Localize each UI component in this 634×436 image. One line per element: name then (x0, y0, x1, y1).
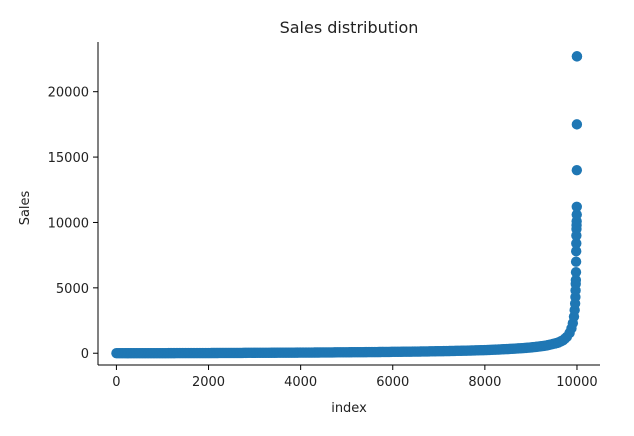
y-tick-label: 5000 (56, 282, 89, 297)
x-tick-label: 0 (112, 375, 120, 390)
data-point (571, 209, 582, 220)
x-tick-label: 2000 (192, 375, 225, 390)
data-point (571, 119, 583, 130)
data-point (571, 164, 583, 176)
data-point (570, 274, 582, 286)
x-tick-label: 10000 (556, 375, 597, 390)
x-ticks: 0 2000 4000 6000 8000 10000 (112, 365, 598, 390)
y-axis-label: Sales (18, 190, 33, 225)
data-point (571, 201, 582, 212)
x-axis-label: index (331, 401, 367, 416)
chart-title: Sales distribution (280, 18, 419, 37)
data-point (570, 246, 582, 257)
y-ticks: 0 5000 10000 15000 20000 (48, 86, 98, 362)
data-point (571, 51, 583, 62)
y-tick-label: 10000 (48, 216, 89, 231)
data-points (111, 51, 583, 359)
data-point (570, 266, 582, 278)
y-tick-label: 15000 (48, 151, 89, 166)
x-tick-label: 6000 (376, 375, 409, 390)
data-point (570, 256, 582, 267)
y-tick-label: 0 (81, 347, 89, 362)
y-tick-label: 20000 (48, 86, 89, 101)
data-point (571, 238, 582, 249)
x-tick-label: 8000 (468, 375, 501, 390)
x-tick-label: 4000 (284, 375, 317, 390)
